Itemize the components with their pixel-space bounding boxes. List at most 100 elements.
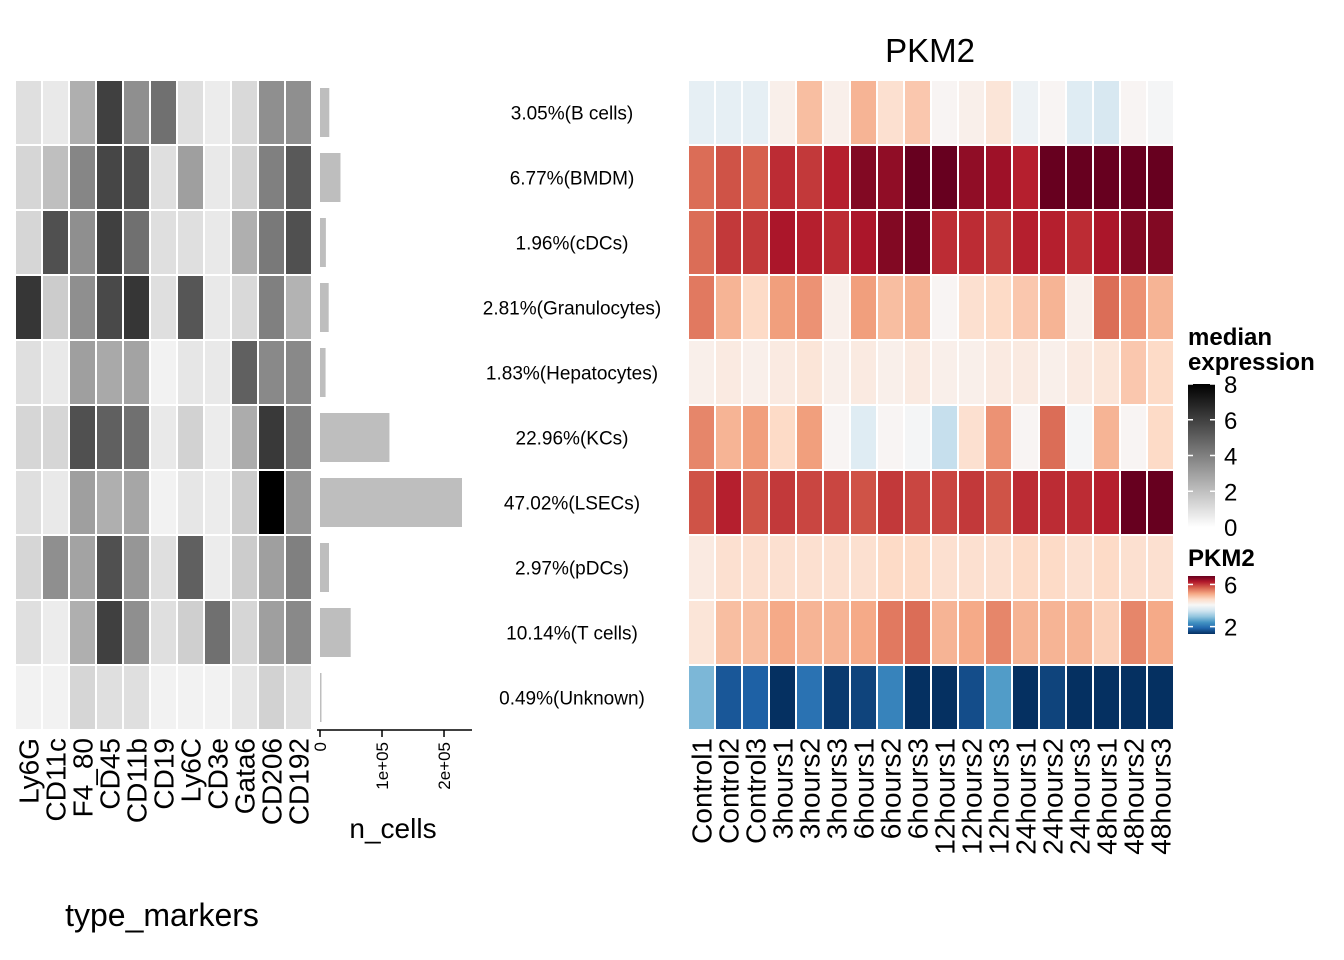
pkm2-cell bbox=[1011, 274, 1040, 341]
marker-cell bbox=[68, 469, 97, 536]
pkm2-cell bbox=[822, 79, 851, 146]
pkm2-cell bbox=[822, 274, 851, 341]
pkm2-column-label: 3hours2 bbox=[795, 738, 826, 839]
pkm2-cell bbox=[1038, 534, 1067, 601]
pkm2-cell bbox=[903, 599, 932, 666]
pkm2-cell bbox=[957, 469, 986, 536]
pkm2-column-label: 24hours3 bbox=[1065, 738, 1096, 855]
marker-cell bbox=[230, 339, 259, 406]
pkm2-cell bbox=[822, 599, 851, 666]
marker-cell bbox=[14, 144, 43, 211]
marker-cell bbox=[41, 599, 70, 666]
pkm2-cell bbox=[903, 144, 932, 211]
pkm2-cell bbox=[876, 469, 905, 536]
marker-cell bbox=[176, 339, 205, 406]
pkm2-cell bbox=[957, 664, 986, 731]
marker-cell bbox=[284, 469, 313, 536]
pkm2-cell bbox=[687, 404, 716, 471]
pkm2-cell bbox=[876, 209, 905, 276]
pkm2-cell bbox=[957, 404, 986, 471]
pkm2-column-label: 12hours2 bbox=[957, 738, 988, 855]
marker-cell bbox=[203, 339, 232, 406]
marker-cell bbox=[122, 404, 151, 471]
pkm2-cell bbox=[930, 79, 959, 146]
pkm2-cell bbox=[984, 599, 1013, 666]
pkm2-cell bbox=[930, 274, 959, 341]
ncells-bar bbox=[320, 608, 351, 657]
pkm2-title: PKM2 bbox=[885, 32, 975, 69]
pkm2-cell bbox=[1146, 144, 1175, 211]
pkm2-cell bbox=[957, 79, 986, 146]
pkm2-cell bbox=[822, 209, 851, 276]
marker-cell bbox=[14, 79, 43, 146]
pkm2-cell bbox=[1011, 339, 1040, 406]
marker-cell bbox=[284, 599, 313, 666]
marker-cell bbox=[122, 339, 151, 406]
ncells-bar bbox=[320, 478, 462, 527]
pkm2-cell bbox=[768, 79, 797, 146]
pkm2-cell bbox=[822, 144, 851, 211]
pkm2-cell bbox=[1011, 404, 1040, 471]
pkm2-legend-title: PKM2 bbox=[1188, 545, 1255, 572]
pkm2-cell bbox=[687, 274, 716, 341]
pkm2-cell bbox=[768, 274, 797, 341]
marker-cell bbox=[68, 339, 97, 406]
marker-column-label: CD206 bbox=[257, 738, 288, 825]
pkm2-cell bbox=[903, 534, 932, 601]
pkm2-cell bbox=[1065, 664, 1094, 731]
pkm2-cell bbox=[903, 274, 932, 341]
pkm2-cell bbox=[1146, 79, 1175, 146]
pkm2-cell bbox=[768, 599, 797, 666]
marker-cell bbox=[95, 339, 124, 406]
pkm2-cell bbox=[903, 79, 932, 146]
pkm2-cell bbox=[876, 664, 905, 731]
pkm2-cell bbox=[795, 599, 824, 666]
pkm2-cell bbox=[1092, 79, 1121, 146]
pkm2-cell bbox=[903, 664, 932, 731]
marker-cell bbox=[230, 79, 259, 146]
pkm2-cell bbox=[984, 664, 1013, 731]
pkm2-cell bbox=[1065, 274, 1094, 341]
pkm2-cell bbox=[687, 339, 716, 406]
pkm2-cell bbox=[1119, 469, 1148, 536]
pkm2-cell bbox=[1119, 339, 1148, 406]
pkm2-cell bbox=[930, 144, 959, 211]
pkm2-cell bbox=[1119, 274, 1148, 341]
pkm2-cell bbox=[1065, 79, 1094, 146]
pkm2-cell bbox=[1038, 469, 1067, 536]
row-label: 47.02%(LSECs) bbox=[504, 494, 640, 515]
marker-cell bbox=[41, 404, 70, 471]
marker-cell bbox=[14, 534, 43, 601]
marker-cell bbox=[68, 599, 97, 666]
marker-cell bbox=[95, 599, 124, 666]
marker-cell bbox=[68, 664, 97, 731]
pkm2-cell bbox=[849, 144, 878, 211]
marker-cell bbox=[203, 534, 232, 601]
marker-column-label: CD19 bbox=[149, 738, 180, 810]
pkm2-cell bbox=[714, 209, 743, 276]
marker-cell bbox=[95, 534, 124, 601]
marker-cell bbox=[284, 534, 313, 601]
pkm2-cell bbox=[768, 404, 797, 471]
pkm2-tick-label: 2 bbox=[1224, 615, 1237, 642]
marker-cell bbox=[284, 404, 313, 471]
marker-cell bbox=[230, 664, 259, 731]
marker-cell bbox=[122, 534, 151, 601]
pkm2-cell bbox=[849, 664, 878, 731]
ncells-tick-label: 0 bbox=[311, 742, 330, 751]
marker-cell bbox=[149, 144, 178, 211]
ncells-bar bbox=[320, 413, 390, 462]
row-label: 1.96%(cDCs) bbox=[516, 234, 629, 255]
pkm2-cell bbox=[1146, 209, 1175, 276]
marker-cell bbox=[230, 209, 259, 276]
pkm2-cell bbox=[1119, 209, 1148, 276]
marker-cell bbox=[149, 664, 178, 731]
marker-cell bbox=[176, 209, 205, 276]
pkm2-cell bbox=[1092, 664, 1121, 731]
marker-cell bbox=[257, 404, 286, 471]
row-labels: 3.05%(B cells) 6.77%(BMDM) 1.96%(cDCs) 2.81… bbox=[483, 104, 661, 710]
pkm2-cell bbox=[1146, 339, 1175, 406]
pkm2-cell bbox=[1011, 469, 1040, 536]
marker-cell bbox=[14, 599, 43, 666]
